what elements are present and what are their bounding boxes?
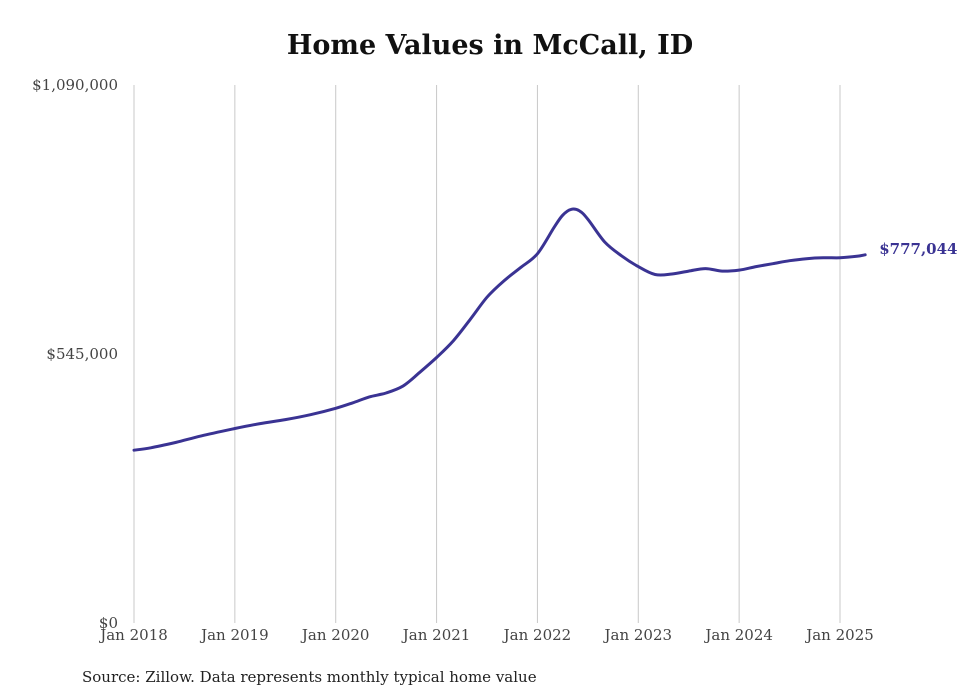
- x-tick-label: Jan 2019: [199, 626, 269, 644]
- chart-title: Home Values in McCall, ID: [286, 30, 694, 61]
- x-tick-label: Jan 2021: [401, 626, 471, 644]
- x-tick-label: Jan 2020: [300, 626, 370, 644]
- source-note: Source: Zillow. Data represents monthly …: [82, 668, 537, 686]
- end-value-label: $777,044: [879, 240, 957, 258]
- x-axis-ticks: Jan 2018 Jan 2019 Jan 2020 Jan 2021 Jan 2022…: [98, 626, 874, 644]
- y-tick-label: $545,000: [46, 345, 118, 363]
- y-tick-label: $0: [99, 614, 118, 632]
- x-tick-label: Jan 2018: [98, 626, 168, 644]
- x-tick-label: Jan 2024: [703, 626, 773, 644]
- home-value-line: [132, 207, 867, 452]
- y-axis-ticks: $0 $545,000 $1,090,000: [32, 76, 118, 632]
- x-tick-label: Jan 2023: [603, 626, 673, 644]
- grid-lines: [133, 85, 841, 623]
- y-tick-label: $1,090,000: [32, 76, 118, 94]
- x-tick-label: Jan 2025: [804, 626, 874, 644]
- x-tick-label: Jan 2022: [502, 626, 572, 644]
